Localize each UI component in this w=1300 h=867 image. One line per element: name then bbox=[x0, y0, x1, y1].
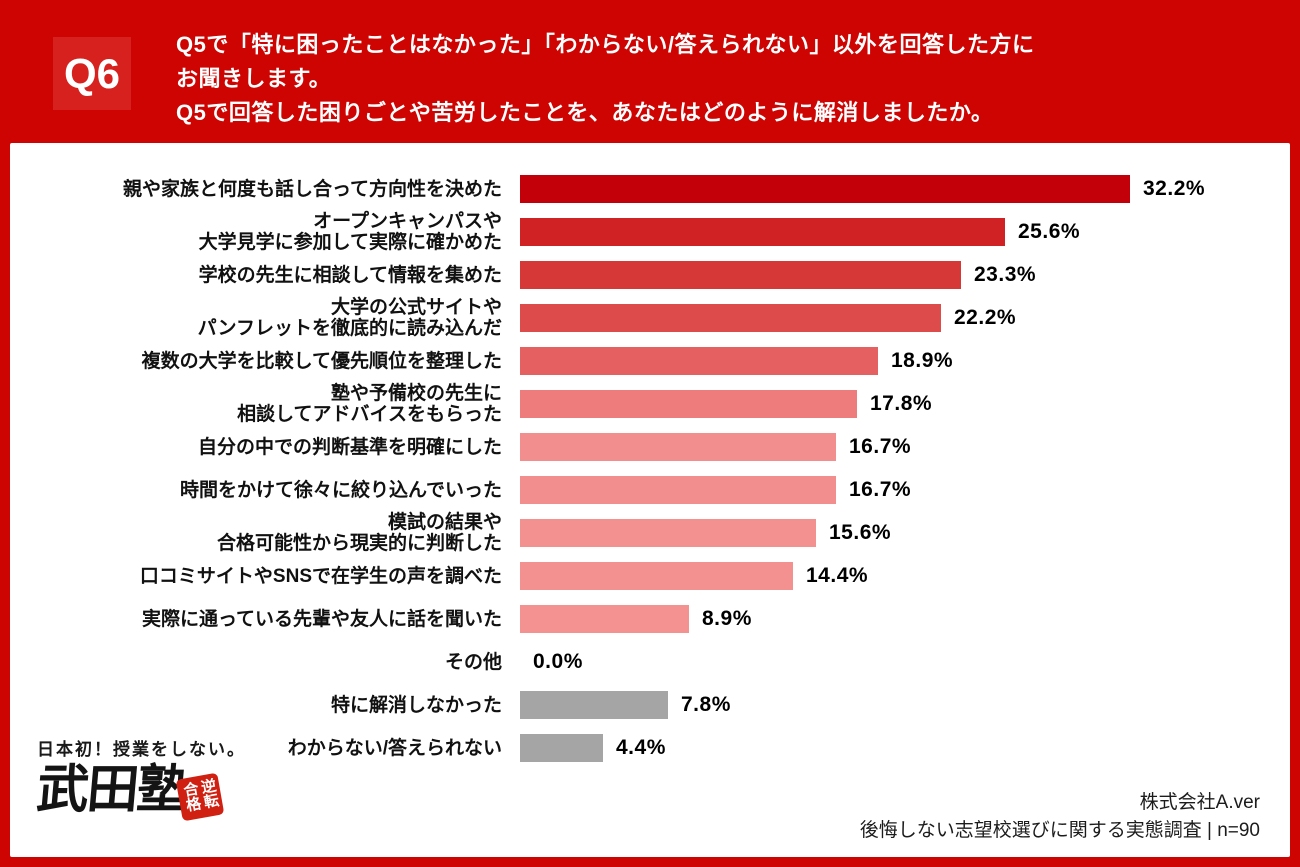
bar bbox=[520, 304, 941, 332]
source-note: 株式会社A.ver 後悔しない志望校選びに関する実態調査 | n=90 bbox=[860, 789, 1260, 845]
chart-row: わからない/答えられない 4.4% bbox=[10, 734, 1290, 762]
category-label: 実際に通っている先輩や友人に話を聞いた bbox=[141, 608, 502, 630]
value-label: 18.9% bbox=[891, 349, 954, 372]
question-title-line-3: Q5で回答した困りごとや苦労したことを、あなたはどのように解消しましたか。 bbox=[176, 100, 994, 125]
question-badge: Q6 bbox=[53, 37, 131, 110]
source-company: 株式会社A.ver bbox=[1139, 792, 1260, 813]
chart-row: 口コミサイトやSNSで在学生の声を調べた 14.4% bbox=[10, 562, 1290, 590]
bar bbox=[520, 218, 1005, 246]
category-label: 複数の大学を比較して優先順位を整理した bbox=[141, 350, 502, 372]
category-label: 特に解消しなかった bbox=[330, 694, 502, 716]
category-label: 模試の結果や 合格可能性から現実的に判断した bbox=[216, 512, 502, 554]
bar bbox=[520, 175, 1130, 203]
chart-row: オープンキャンパスや 大学見学に参加して実際に確かめた 25.6% bbox=[10, 211, 1290, 253]
chart-row: 複数の大学を比較して優先順位を整理した 18.9% bbox=[10, 347, 1290, 375]
value-label: 4.4% bbox=[616, 736, 666, 759]
bar-area: 17.8% bbox=[520, 390, 932, 418]
logo-brand-row: 武田塾 逆転合格 bbox=[34, 759, 297, 822]
chart-row: その他 0.0% bbox=[10, 648, 1290, 676]
bar bbox=[520, 562, 793, 590]
chart-row: 学校の先生に相談して情報を集めた 23.3% bbox=[10, 261, 1290, 289]
chart-row: 塾や予備校の先生に 相談してアドバイスをもらった 17.8% bbox=[10, 383, 1290, 425]
value-label: 16.7% bbox=[849, 478, 912, 501]
value-label: 23.3% bbox=[974, 263, 1037, 286]
value-label: 14.4% bbox=[806, 564, 869, 587]
logo-tagline: 日本初！授業をしない。 bbox=[37, 740, 246, 759]
question-header: Q6 Q5で「特に困ったことはなかった」「わからない/答えられない」以外を回答し… bbox=[0, 0, 1300, 143]
takeda-juku-logo: 日本初！授業をしない。 武田塾 逆転合格 bbox=[34, 735, 297, 822]
bar-area: 16.7% bbox=[520, 476, 911, 504]
category-label: 自分の中での判断基準を明確にした bbox=[197, 436, 502, 458]
bar bbox=[520, 390, 857, 418]
bar bbox=[520, 691, 668, 719]
bar-area: 7.8% bbox=[520, 691, 731, 719]
bar-area: 23.3% bbox=[520, 261, 1036, 289]
source-survey: 後悔しない志望校選びに関する実態調査 | n=90 bbox=[859, 820, 1260, 841]
bar-area: 15.6% bbox=[520, 519, 891, 547]
bar bbox=[520, 605, 689, 633]
value-label: 22.2% bbox=[954, 306, 1017, 329]
bar-area: 4.4% bbox=[520, 734, 666, 762]
category-label: 学校の先生に相談して情報を集めた bbox=[198, 264, 502, 286]
value-label: 25.6% bbox=[1018, 220, 1081, 243]
bar bbox=[520, 347, 878, 375]
bar-area: 25.6% bbox=[520, 218, 1080, 246]
category-label: 時間をかけて徐々に絞り込んでいった bbox=[179, 479, 502, 501]
chart-row: 特に解消しなかった 7.8% bbox=[10, 691, 1290, 719]
bar-area: 22.2% bbox=[520, 304, 1016, 332]
bar-area: 0.0% bbox=[520, 650, 583, 674]
value-label: 17.8% bbox=[870, 392, 933, 415]
category-label: オープンキャンパスや 大学見学に参加して実際に確かめた bbox=[198, 211, 502, 253]
bar bbox=[520, 519, 816, 547]
category-label: 大学の公式サイトや パンフレットを徹底的に読み込んだ bbox=[197, 297, 502, 339]
bar-area: 16.7% bbox=[520, 433, 911, 461]
value-label: 15.6% bbox=[829, 521, 892, 544]
value-label: 32.2% bbox=[1143, 177, 1206, 200]
bar bbox=[520, 734, 603, 762]
gyakuten-goukaku-seal: 逆転合格 bbox=[175, 772, 225, 822]
chart-row: 時間をかけて徐々に絞り込んでいった 16.7% bbox=[10, 476, 1290, 504]
category-label: 口コミサイトやSNSで在学生の声を調べた bbox=[139, 565, 502, 587]
question-title: Q5で「特に困ったことはなかった」「わからない/答えられない」以外を回答した方に… bbox=[176, 28, 1034, 130]
chart-row: 模試の結果や 合格可能性から現実的に判断した 15.6% bbox=[10, 512, 1290, 554]
category-label: 塾や予備校の先生に 相談してアドバイスをもらった bbox=[237, 383, 502, 425]
category-label: その他 bbox=[444, 651, 502, 673]
chart-row: 大学の公式サイトや パンフレットを徹底的に読み込んだ 22.2% bbox=[10, 297, 1290, 339]
bar-area: 32.2% bbox=[520, 175, 1205, 203]
category-label: わからない/答えられない bbox=[287, 737, 502, 759]
bar bbox=[520, 476, 836, 504]
chart-row: 自分の中での判断基準を明確にした 16.7% bbox=[10, 433, 1290, 461]
chart-card: 親や家族と何度も話し合って方向性を決めた 32.2% オープンキャンパスや 大学見学に… bbox=[10, 143, 1290, 857]
chart-row: 親や家族と何度も話し合って方向性を決めた 32.2% bbox=[10, 175, 1290, 203]
chart-row: 実際に通っている先輩や友人に話を聞いた 8.9% bbox=[10, 605, 1290, 633]
logo-brand-text: 武田塾 bbox=[34, 759, 190, 820]
question-title-line-1: Q5で「特に困ったことはなかった」「わからない/答えられない」以外を回答した方に bbox=[176, 32, 1035, 57]
chart-rows: 親や家族と何度も話し合って方向性を決めた 32.2% オープンキャンパスや 大学見学に… bbox=[10, 175, 1290, 777]
bar bbox=[520, 433, 836, 461]
bar-area: 8.9% bbox=[520, 605, 752, 633]
bar bbox=[520, 261, 961, 289]
category-label: 親や家族と何度も話し合って方向性を決めた bbox=[122, 178, 502, 200]
value-label: 8.9% bbox=[702, 607, 752, 630]
value-label: 16.7% bbox=[849, 435, 912, 458]
value-label: 7.8% bbox=[681, 693, 731, 716]
bar-area: 18.9% bbox=[520, 347, 953, 375]
value-label: 0.0% bbox=[533, 650, 583, 673]
question-title-line-2: お聞きします。 bbox=[176, 66, 332, 91]
bar-area: 14.4% bbox=[520, 562, 868, 590]
